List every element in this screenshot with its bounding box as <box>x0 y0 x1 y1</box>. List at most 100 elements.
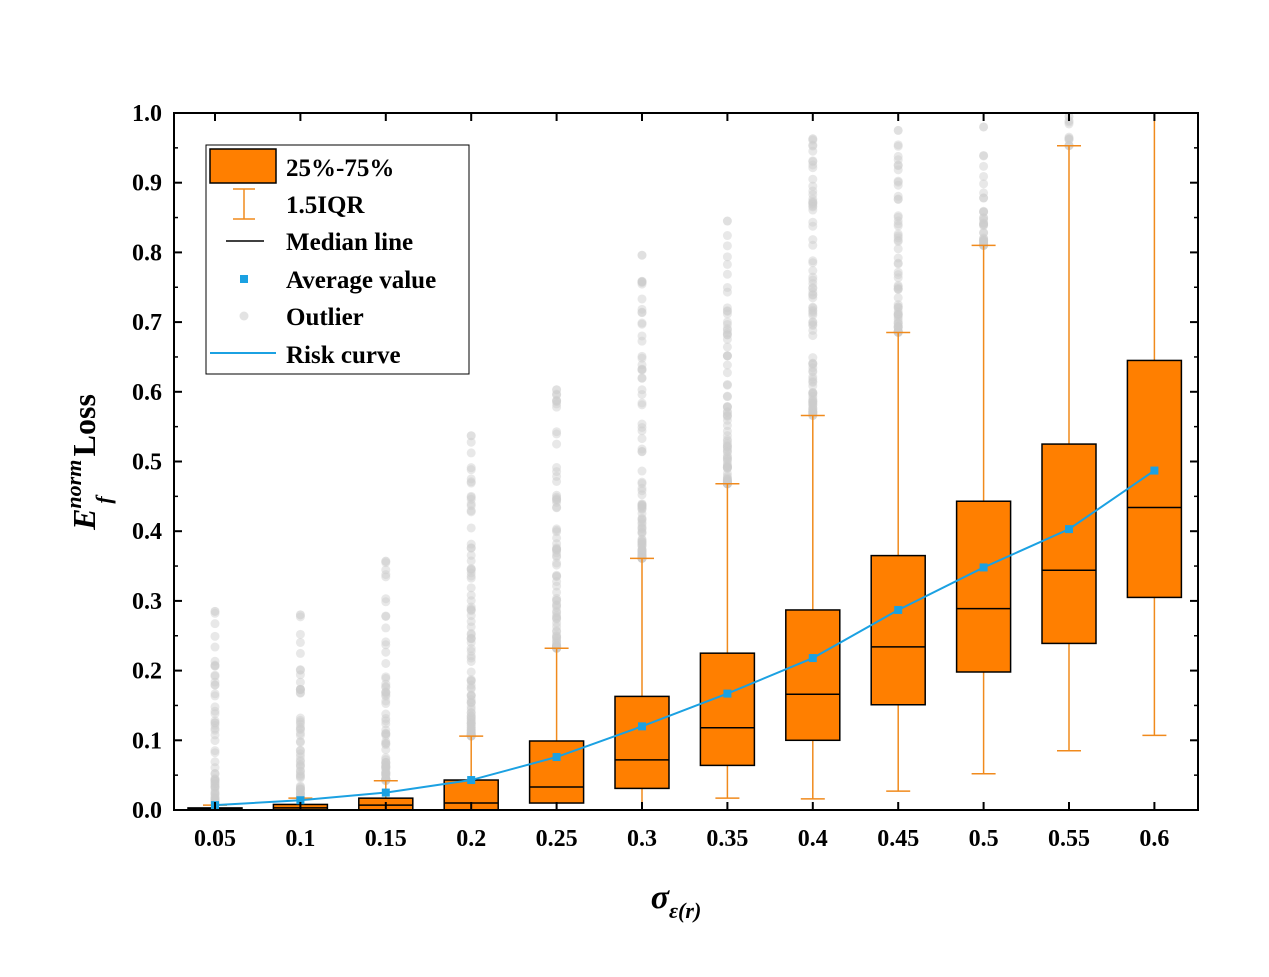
legend-label-outlier: Outlier <box>286 304 364 331</box>
outlier-point <box>637 503 647 513</box>
outlier-point <box>381 761 391 771</box>
outlier-point <box>295 665 305 675</box>
outlier-point <box>552 427 562 437</box>
outlier-point <box>552 495 562 505</box>
outlier-point <box>637 364 647 374</box>
outlier-point <box>552 610 562 620</box>
outlier-point <box>979 150 989 160</box>
outlier-point <box>808 240 818 250</box>
outlier-point <box>722 412 732 422</box>
outlier-point <box>295 713 305 723</box>
outlier-point <box>210 709 220 719</box>
outlier-point <box>979 207 989 217</box>
outlier-point <box>808 353 818 363</box>
outlier-point <box>381 768 391 778</box>
outlier-point <box>466 711 476 721</box>
outlier-point <box>637 294 647 304</box>
outlier-point <box>808 258 818 268</box>
outlier-point <box>381 594 391 604</box>
outlier-point <box>210 702 220 712</box>
outlier-point <box>722 447 732 457</box>
outlier-point <box>210 680 220 690</box>
outlier-point <box>637 552 647 562</box>
outlier-point <box>808 287 818 297</box>
outlier-point <box>466 723 476 733</box>
outlier-point <box>722 351 732 361</box>
outlier-point <box>381 761 391 771</box>
outlier-point <box>893 233 903 243</box>
outlier-point <box>552 551 562 561</box>
outlier-point <box>808 407 818 417</box>
outlier-point <box>210 763 220 773</box>
x-tick-label: 0.05 <box>194 826 236 852</box>
outlier-point <box>808 317 818 327</box>
outlier-point <box>381 572 391 582</box>
outlier-point <box>637 318 647 328</box>
outlier-point <box>979 237 989 247</box>
outlier-point <box>466 499 476 509</box>
outlier-point <box>808 157 818 167</box>
outlier-point <box>893 212 903 222</box>
outlier-point <box>466 718 476 728</box>
outlier-point <box>466 726 476 736</box>
mean-marker <box>467 776 476 785</box>
outlier-point <box>722 287 732 297</box>
outlier-point <box>466 465 476 475</box>
outlier-point <box>466 633 476 643</box>
outlier-point <box>808 387 818 397</box>
outlier-point <box>722 426 732 436</box>
outlier-point <box>295 717 305 727</box>
outlier-point <box>893 270 903 280</box>
outlier-point <box>210 757 220 767</box>
outlier-point <box>466 474 476 484</box>
outlier-point <box>210 642 220 652</box>
outlier-point <box>466 539 476 549</box>
outlier-point <box>893 176 903 186</box>
outlier-point <box>552 631 562 641</box>
mean-marker <box>894 605 903 614</box>
outlier-point <box>466 667 476 677</box>
outlier-point <box>466 676 476 686</box>
outlier-point <box>722 463 732 473</box>
outlier-point <box>722 442 732 452</box>
outlier-point <box>466 695 476 705</box>
outlier-point <box>552 600 562 610</box>
outlier-point <box>637 398 647 408</box>
outlier-point <box>637 444 647 454</box>
outlier-point <box>808 305 818 315</box>
outlier-point <box>210 718 220 728</box>
outlier-point <box>466 697 476 707</box>
outlier-point <box>722 216 732 226</box>
outlier-point <box>381 730 391 740</box>
outlier-point <box>466 477 476 487</box>
outlier-point <box>893 323 903 333</box>
outlier-point <box>381 611 391 621</box>
outlier-point <box>637 447 647 457</box>
outlier-point <box>552 524 562 534</box>
outlier-point <box>808 388 818 398</box>
outlier-point <box>893 317 903 327</box>
outlier-point <box>808 310 818 320</box>
outlier-point <box>466 622 476 632</box>
outlier-point <box>637 353 647 363</box>
outlier-point <box>979 171 989 181</box>
outlier-point <box>637 277 647 287</box>
outlier-point <box>722 241 732 251</box>
outlier-point <box>210 793 220 803</box>
outlier-point <box>381 728 391 738</box>
outlier-point <box>722 442 732 452</box>
outlier-point <box>552 642 562 652</box>
outlier-point <box>552 636 562 646</box>
outlier-point <box>637 552 647 562</box>
outlier-point <box>552 612 562 622</box>
outlier-point <box>552 602 562 612</box>
outlier-point <box>381 699 391 709</box>
outlier-point <box>893 321 903 331</box>
outlier-point <box>893 125 903 135</box>
outlier-point <box>210 677 220 687</box>
outlier-point <box>722 309 732 319</box>
outlier-point <box>808 194 818 204</box>
outlier-point <box>808 397 818 407</box>
outlier-point <box>808 181 818 191</box>
outlier-point <box>466 431 476 441</box>
